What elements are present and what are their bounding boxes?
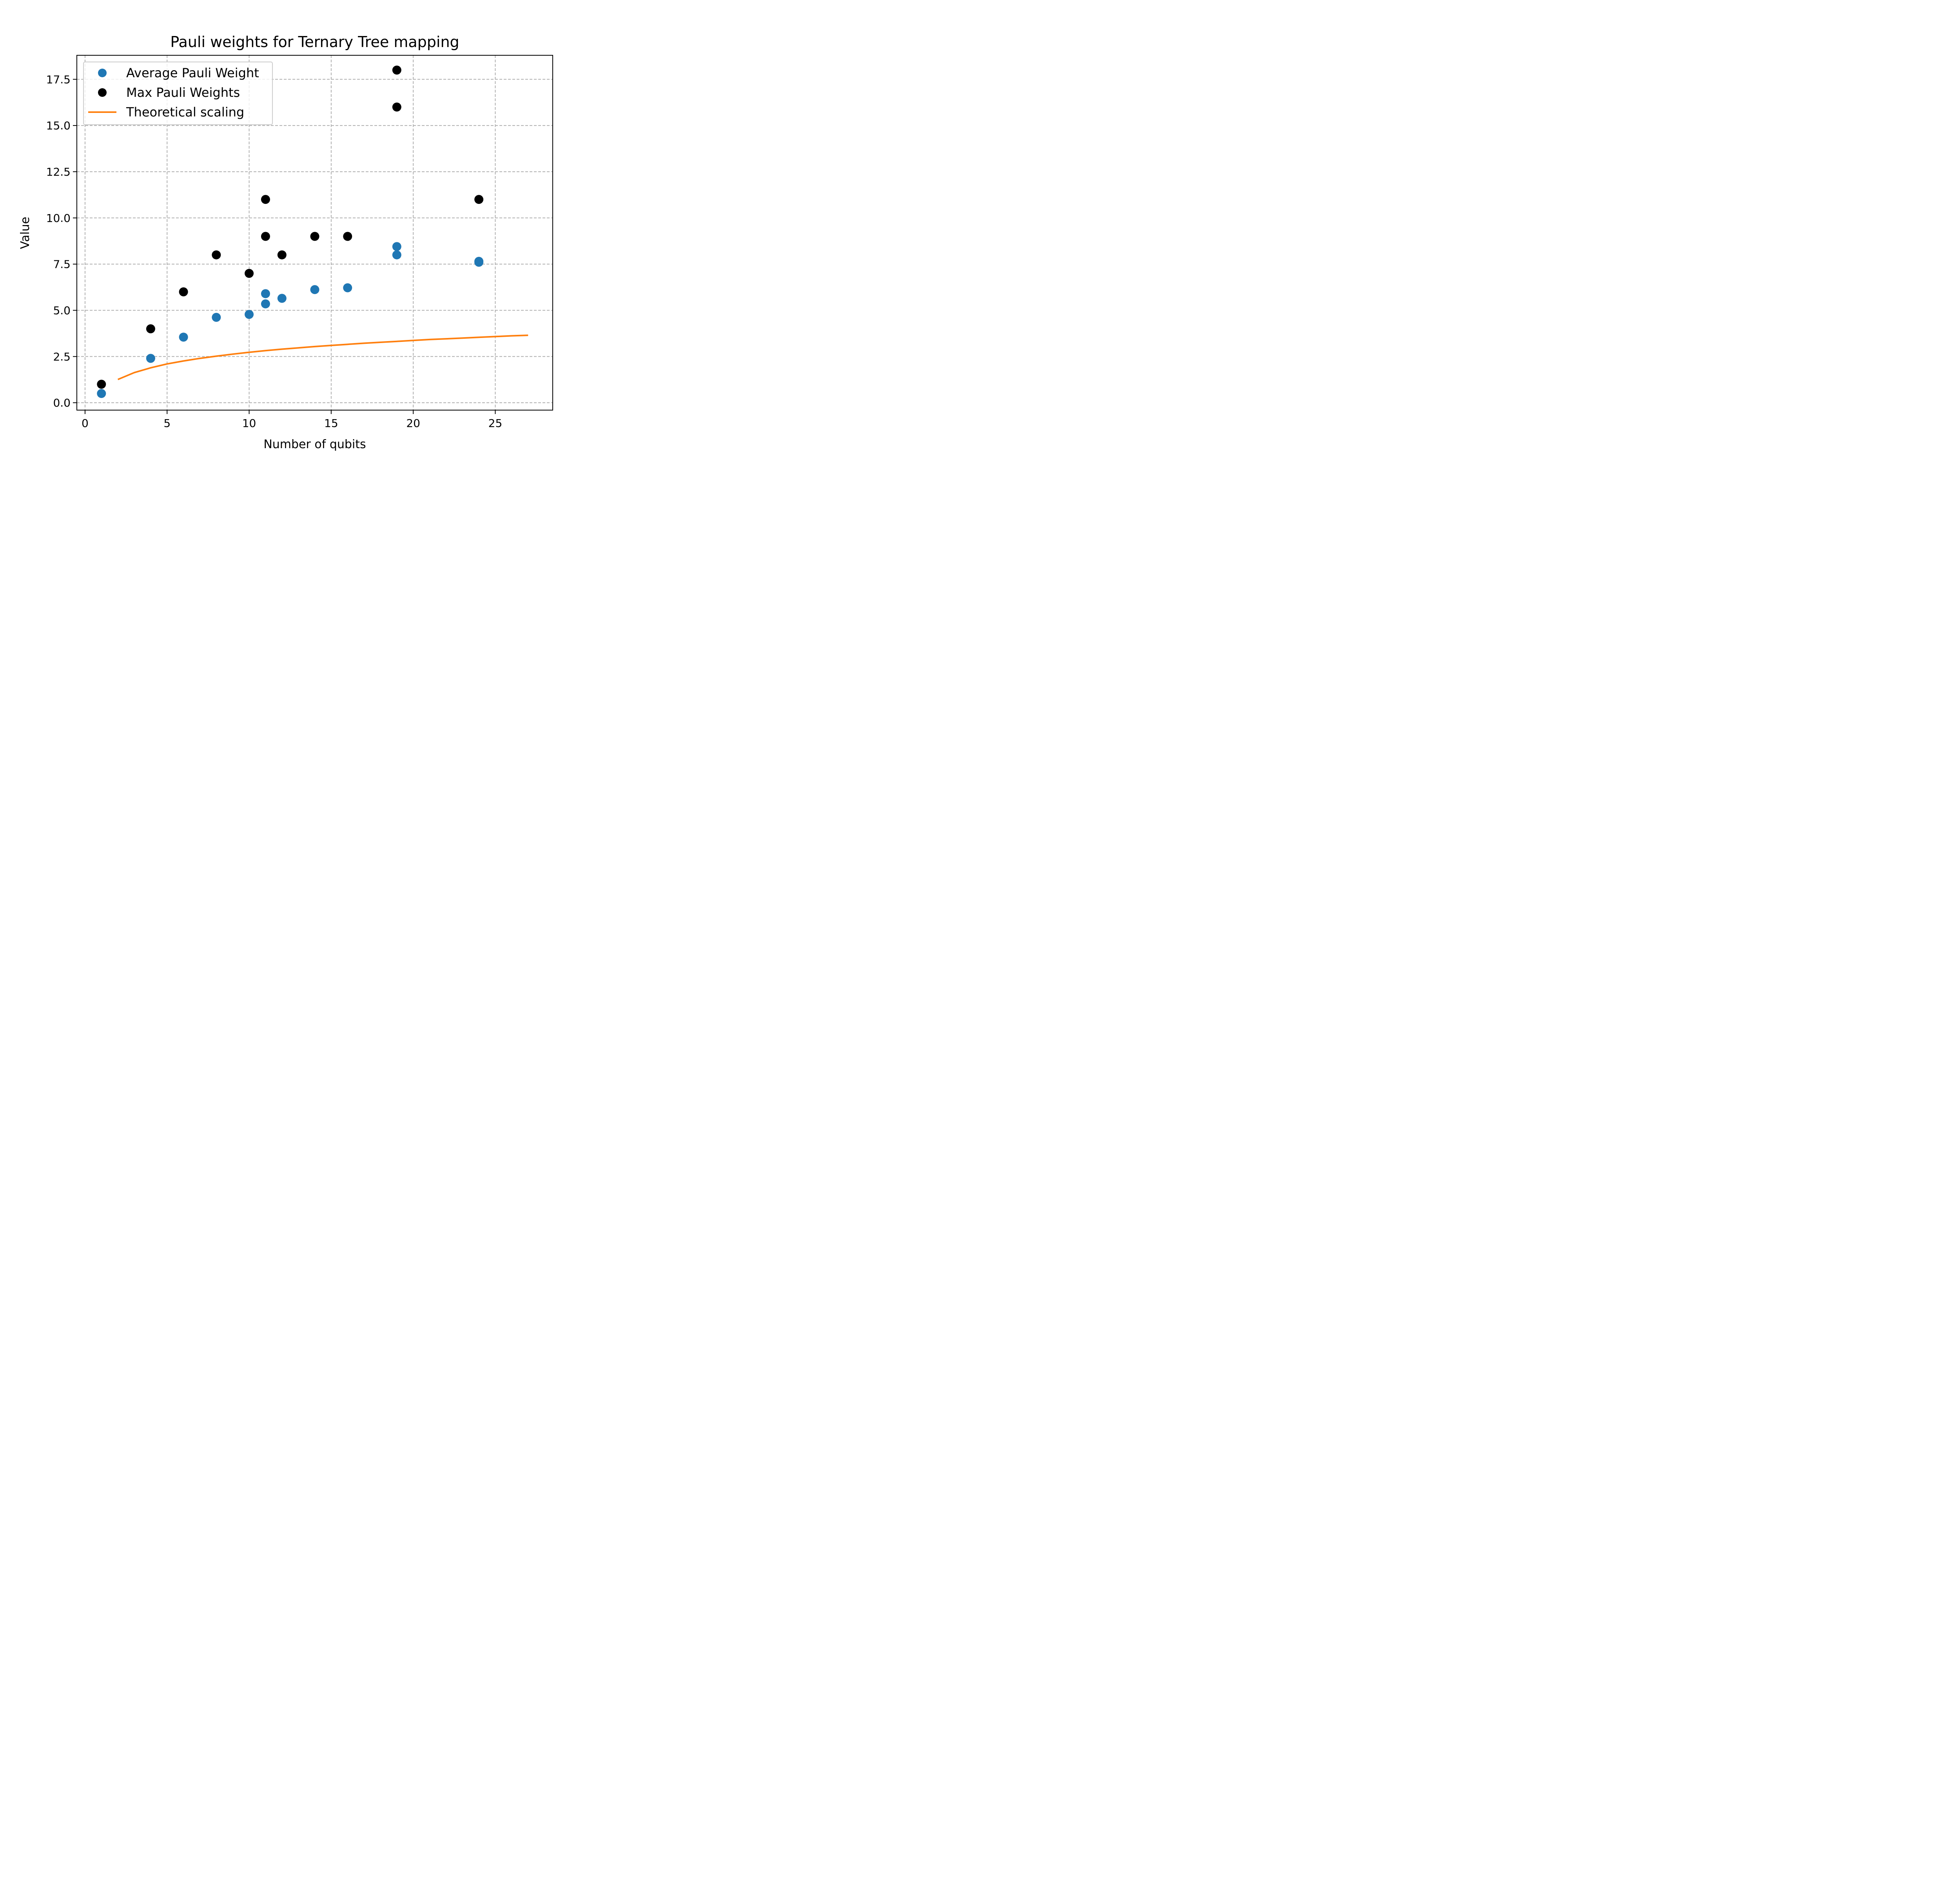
average-weight-point: [245, 310, 254, 319]
max-weight-point: [245, 269, 254, 278]
theoretical-scaling-line: [117, 334, 528, 380]
x-tick-label: 5: [163, 417, 171, 430]
legend-label-theoretical: Theoretical scaling: [126, 105, 244, 120]
y-tick-label: 12.5: [46, 165, 71, 178]
max-weight-point: [212, 250, 221, 260]
x-tick-label: 10: [242, 417, 256, 430]
max-weight-point: [310, 232, 319, 241]
y-tick-label: 15.0: [46, 119, 71, 132]
y-tick-label: 7.5: [53, 258, 71, 271]
max-weight-point: [277, 250, 287, 260]
x-axis-label: Number of qubits: [263, 438, 366, 451]
y-axis-label: Value: [18, 217, 32, 249]
x-tick-label: 25: [488, 417, 503, 430]
max-weight-point: [343, 232, 352, 241]
y-axis: 0.0 2.5 5.0 7.5 10.0 12.5 15.0 17.5: [46, 73, 77, 409]
average-weight-point: [392, 250, 401, 260]
average-weight-point: [261, 289, 270, 298]
y-tick-label: 2.5: [53, 350, 71, 363]
chart-title: Pauli weights for Ternary Tree mapping: [170, 33, 459, 51]
y-tick-label: 10.0: [46, 212, 71, 225]
average-weight-point: [97, 389, 106, 398]
max-weight-point: [474, 195, 484, 204]
average-weight-point: [392, 242, 401, 251]
average-weight-point: [310, 285, 319, 294]
max-weight-point: [392, 65, 401, 75]
legend: Average Pauli Weight Max Pauli Weights T…: [83, 62, 273, 125]
max-weight-point: [261, 195, 270, 204]
average-weight-point: [277, 294, 287, 303]
average-weight-point: [212, 312, 221, 322]
average-weight-point: [146, 354, 155, 363]
grid: [77, 55, 553, 410]
legend-marker-average: [98, 69, 107, 77]
plot-frame: [76, 55, 553, 411]
max-weight-point: [261, 232, 270, 241]
max-weight-point: [146, 324, 155, 334]
series-layer: [97, 65, 528, 398]
series-0: [97, 242, 484, 398]
series-2: [117, 334, 528, 380]
x-axis: 0 5 10 15 20 25: [82, 410, 502, 430]
x-tick-label: 0: [82, 417, 89, 430]
max-weight-point: [97, 380, 106, 389]
y-tick-label: 0.0: [53, 396, 71, 409]
x-tick-label: 20: [406, 417, 420, 430]
average-weight-point: [261, 299, 270, 309]
average-weight-point: [474, 257, 484, 266]
max-weight-point: [179, 287, 188, 296]
legend-box: [83, 62, 273, 125]
chart: Pauli weights for Ternary Tree mapping 0…: [0, 0, 606, 454]
average-weight-point: [179, 332, 188, 342]
max-weight-point: [392, 102, 401, 112]
legend-label-max: Max Pauli Weights: [126, 85, 240, 100]
y-tick-label: 17.5: [46, 73, 71, 86]
average-weight-point: [343, 283, 352, 292]
x-tick-label: 15: [324, 417, 338, 430]
series-1: [97, 65, 484, 389]
legend-label-average: Average Pauli Weight: [126, 65, 259, 80]
legend-marker-max: [98, 88, 107, 97]
y-tick-label: 5.0: [53, 304, 71, 317]
